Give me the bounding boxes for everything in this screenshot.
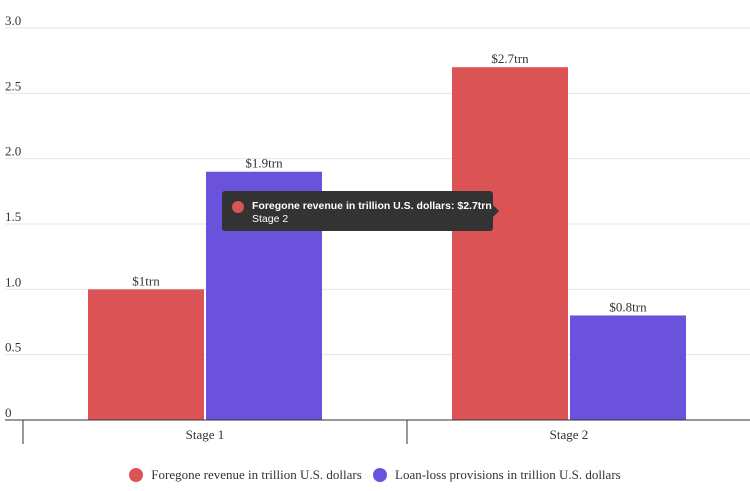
data-label: $0.8trn — [609, 299, 647, 314]
bar — [88, 289, 204, 420]
legend-label-foregone-revenue: Foregone revenue in trillion U.S. dollar… — [151, 467, 362, 482]
legend-swatch-foregone-revenue — [129, 468, 144, 482]
x-category-label: Stage 2 — [550, 427, 589, 442]
legend-swatch-loan-loss-provisions — [373, 468, 388, 482]
y-axis-ticks: 0 0.5 1.0 1.5 2.0 2.5 3.0 — [5, 13, 21, 420]
data-label: $1.9trn — [245, 156, 283, 171]
tooltip-swatch — [232, 201, 244, 213]
legend-label-loan-loss-provisions: Loan-loss provisions in trillion U.S. do… — [395, 467, 621, 482]
y-tick-label: 2.0 — [5, 144, 21, 159]
y-tick-label: 2.5 — [5, 78, 21, 93]
legend-item-foregone-revenue[interactable]: Foregone revenue in trillion U.S. dollar… — [129, 467, 362, 483]
bars — [88, 67, 686, 420]
bar — [452, 67, 568, 420]
y-tick-label: 1.0 — [5, 274, 21, 289]
x-axis-labels: Stage 1 Stage 2 — [186, 427, 589, 442]
legend-item-loan-loss-provisions[interactable]: Loan-loss provisions in trillion U.S. do… — [373, 467, 621, 483]
data-labels: $1trn $1.9trn $2.7trn $0.8trn — [132, 51, 647, 314]
y-tick-label: 0 — [5, 405, 12, 420]
data-label: $2.7trn — [491, 51, 529, 66]
y-tick-label: 1.5 — [5, 209, 21, 224]
tooltip-value: Foregone revenue in trillion U.S. dollar… — [252, 200, 492, 212]
tooltip-category: Stage 2 — [252, 213, 289, 225]
data-label: $1trn — [132, 273, 160, 288]
tooltip: Foregone revenue in trillion U.S. dollar… — [222, 191, 499, 231]
bar — [570, 315, 686, 420]
x-category-label: Stage 1 — [186, 427, 225, 442]
y-tick-label: 3.0 — [5, 13, 21, 28]
y-tick-label: 0.5 — [5, 340, 21, 355]
legend: Foregone revenue in trillion U.S. dollar… — [0, 467, 750, 486]
